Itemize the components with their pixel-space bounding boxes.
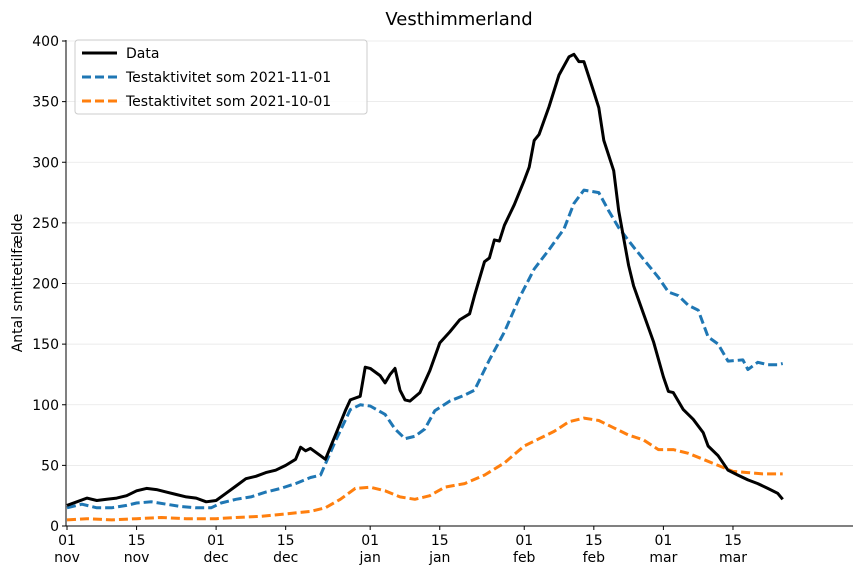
x-tick-month: mar (719, 550, 747, 566)
legend: Data Testaktivitet som 2021-11-01 Testakti… (74, 39, 368, 115)
legend-label: Data (126, 46, 159, 62)
x-axis-ticks: 01nov15nov01dec15dec01jan15jan01feb15feb… (54, 526, 747, 566)
y-tick-label: 150 (32, 337, 59, 353)
x-tick-day: 01 (207, 533, 225, 549)
x-tick-month: jan (358, 550, 380, 566)
y-axis-label: Antal smittetilfælde (10, 214, 26, 353)
y-tick-label: 300 (32, 155, 59, 171)
legend-box (74, 39, 368, 115)
series-layer (66, 52, 784, 522)
x-tick-day: 15 (431, 533, 449, 549)
chart-title: Vesthimmerland (385, 9, 532, 30)
x-tick-day: 01 (654, 533, 672, 549)
x-tick-month: feb (513, 550, 536, 566)
x-tick-month: nov (124, 550, 150, 566)
x-tick-month: jan (428, 550, 450, 566)
y-tick-label: 50 (41, 458, 59, 474)
x-tick-month: dec (273, 550, 298, 566)
x-tick-month: nov (54, 550, 80, 566)
y-tick-label: 0 (50, 519, 59, 535)
x-tick-day: 01 (58, 533, 76, 549)
x-tick-day: 01 (361, 533, 379, 549)
y-axis-ticks: 0 50 100 150 200 250 300 350 400 (32, 34, 66, 535)
y-tick-label: 200 (32, 277, 59, 293)
series-line-testaktivitet-som-2021-11-01 (66, 188, 784, 510)
x-tick-day: 15 (128, 533, 146, 549)
x-tick-month: feb (583, 550, 606, 566)
y-tick-label: 400 (32, 34, 59, 50)
series-line-testaktivitet-som-2021-10-01 (66, 416, 783, 522)
series-line-data (66, 52, 784, 507)
x-tick-month: mar (649, 550, 677, 566)
x-tick-month: dec (203, 550, 228, 566)
y-tick-label: 100 (32, 398, 59, 414)
legend-label: Testaktivitet som 2021-10-01 (125, 94, 331, 110)
legend-label: Testaktivitet som 2021-11-01 (125, 70, 331, 86)
x-tick-day: 15 (585, 533, 603, 549)
x-tick-day: 15 (277, 533, 295, 549)
y-tick-label: 350 (32, 95, 59, 111)
x-tick-day: 01 (515, 533, 533, 549)
y-tick-label: 250 (32, 216, 59, 232)
x-tick-day: 15 (724, 533, 742, 549)
